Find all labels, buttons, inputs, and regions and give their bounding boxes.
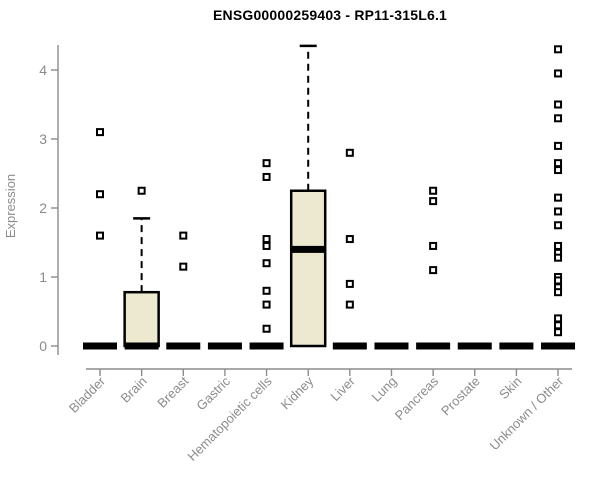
y-tick-label: 4 (39, 62, 47, 78)
median-line (166, 342, 201, 350)
outlier-point (262, 286, 271, 295)
outlier-point (96, 128, 104, 137)
box-Kidney (289, 189, 327, 348)
y-tick-label: 1 (39, 269, 47, 285)
outlier-point (96, 190, 104, 199)
outlier-point (179, 231, 188, 240)
median-line (291, 245, 326, 253)
x-tick-label: Gastric (193, 373, 233, 413)
y-axis-label: Expression (3, 174, 18, 238)
outlier-point (179, 262, 188, 271)
median-line (332, 342, 367, 350)
outlier-point (262, 259, 271, 268)
outlier-point (345, 279, 354, 288)
outlier-point (345, 148, 354, 157)
box-Brain (123, 290, 160, 348)
outlier-point (262, 241, 271, 250)
outlier-point (262, 324, 271, 333)
y-tick-label: 3 (39, 131, 47, 147)
outlier-point (345, 235, 354, 244)
outlier-point (554, 45, 563, 54)
x-tick-label: Bladder (66, 373, 109, 416)
x-tick-label: Brain (118, 374, 150, 406)
outlier-point (554, 193, 563, 202)
outlier-point (554, 207, 563, 216)
x-tick-label: Pancreas (392, 373, 442, 423)
median-line (207, 342, 242, 350)
x-tick-label: Kidney (278, 373, 317, 412)
outlier-point (554, 159, 563, 168)
outlier-point (429, 197, 438, 206)
outlier-point (554, 328, 563, 337)
x-tick-label: Lung (369, 374, 400, 405)
median-line (374, 342, 409, 350)
outlier-point (262, 235, 271, 244)
median-line (124, 342, 159, 350)
outlier-point (554, 114, 563, 123)
x-tick-label: Liver (327, 373, 358, 404)
outlier-point (554, 221, 563, 230)
outlier-point (554, 241, 563, 250)
outlier-point (137, 186, 146, 195)
outlier-point (554, 100, 563, 109)
outlier-point (429, 186, 438, 195)
outlier-point (554, 276, 563, 285)
outlier-point (262, 159, 271, 168)
x-tick-label: Skin (496, 374, 524, 402)
outlier-point (554, 321, 563, 330)
outlier-point (262, 172, 271, 181)
x-tick-label: Breast (154, 373, 191, 410)
outlier-point (96, 231, 104, 240)
median-line (83, 342, 117, 350)
median-line (416, 342, 451, 350)
median-line (499, 342, 534, 350)
median-line (249, 342, 284, 350)
x-tick-label: Unknown / Other (487, 373, 567, 453)
outlier-point (554, 253, 563, 262)
outlier-point (554, 141, 563, 150)
outlier-point (262, 300, 271, 309)
outlier-point (429, 266, 438, 275)
median-line (457, 342, 492, 350)
y-tick-label: 2 (39, 200, 47, 216)
outlier-point (554, 288, 563, 297)
page-title: ENSG00000259403 - RP11-315L6.1 (212, 7, 448, 23)
y-tick-label: 0 (39, 338, 47, 354)
outlier-point (554, 314, 563, 323)
outlier-point (554, 166, 563, 175)
median-line (541, 342, 576, 350)
outlier-point (429, 241, 438, 250)
outlier-point (345, 300, 354, 309)
outlier-point (554, 69, 563, 78)
x-tick-label: Prostate (438, 374, 483, 419)
